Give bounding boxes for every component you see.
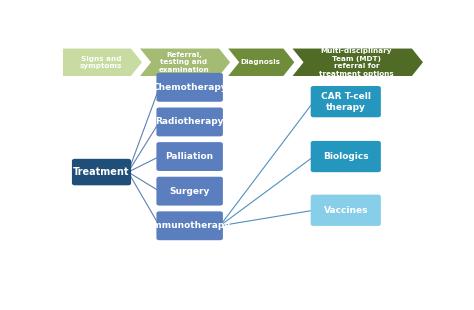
Text: Signs and
symptoms: Signs and symptoms — [80, 55, 122, 69]
FancyBboxPatch shape — [156, 73, 223, 102]
Text: Palliation: Palliation — [165, 152, 214, 161]
Text: Treatment: Treatment — [73, 167, 130, 177]
Polygon shape — [292, 49, 423, 76]
Text: Multi-disciplinary
Team (MDT)
referral for
treatment options: Multi-disciplinary Team (MDT) referral f… — [319, 48, 394, 77]
Text: Radiotherapy: Radiotherapy — [155, 117, 224, 126]
Text: Surgery: Surgery — [170, 187, 210, 196]
Text: Vaccines: Vaccines — [324, 206, 368, 215]
FancyBboxPatch shape — [310, 195, 381, 226]
FancyBboxPatch shape — [72, 159, 131, 185]
Text: Biologics: Biologics — [323, 152, 369, 161]
FancyBboxPatch shape — [156, 177, 223, 206]
Polygon shape — [140, 49, 230, 76]
FancyBboxPatch shape — [156, 211, 223, 240]
FancyBboxPatch shape — [156, 108, 223, 136]
FancyBboxPatch shape — [310, 141, 381, 172]
FancyBboxPatch shape — [156, 142, 223, 171]
Text: Immunotherapy: Immunotherapy — [149, 221, 230, 230]
Polygon shape — [63, 49, 142, 76]
FancyBboxPatch shape — [310, 86, 381, 117]
Text: Referral,
testing and
examination: Referral, testing and examination — [159, 52, 210, 73]
Text: Diagnosis: Diagnosis — [240, 59, 280, 65]
Text: CAR T-cell
therapy: CAR T-cell therapy — [321, 91, 371, 112]
Polygon shape — [228, 49, 294, 76]
Text: Chemotherapy: Chemotherapy — [152, 83, 227, 92]
